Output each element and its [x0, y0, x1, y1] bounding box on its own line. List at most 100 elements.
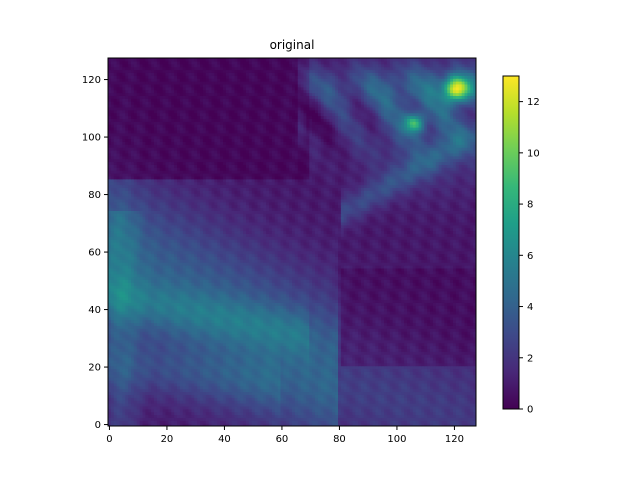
- heatmap-cell: [108, 342, 112, 347]
- heatmap-cell: [254, 325, 259, 329]
- heatmap-cell: [329, 414, 333, 418]
- heatmap-cell: [131, 345, 135, 349]
- heatmap-cell: [432, 417, 437, 421]
- heatmap-cell: [409, 423, 414, 426]
- heatmap-cell: [473, 391, 476, 395]
- heatmap-cell: [355, 385, 359, 390]
- heatmap-cell: [309, 382, 313, 387]
- heatmap-cell: [260, 359, 264, 364]
- heatmap-cell: [263, 408, 267, 413]
- heatmap-cell: [300, 382, 305, 387]
- heatmap-cell: [214, 368, 218, 372]
- heatmap-cell: [332, 405, 336, 410]
- heatmap-cell: [375, 423, 379, 426]
- heatmap-cell: [453, 414, 457, 418]
- heatmap-cell: [151, 336, 155, 341]
- heatmap-cell: [133, 377, 138, 381]
- heatmap-cell: [306, 397, 310, 401]
- heatmap-cell: [338, 405, 342, 410]
- heatmap-cell: [223, 408, 227, 413]
- heatmap-cell: [159, 374, 164, 378]
- heatmap-cell: [274, 354, 279, 358]
- heatmap-cell: [113, 397, 118, 401]
- heatmap-cell: [119, 359, 123, 364]
- heatmap-cell: [447, 403, 451, 407]
- heatmap-cell: [438, 359, 443, 364]
- heatmap-cell: [263, 397, 267, 401]
- heatmap-cell: [151, 400, 155, 404]
- heatmap-cell: [162, 405, 167, 410]
- heatmap-cell: [228, 377, 233, 381]
- heatmap-cell: [177, 354, 181, 358]
- heatmap-cell: [450, 380, 454, 384]
- heatmap-cell: [378, 385, 382, 390]
- heatmap-cell: [179, 403, 184, 407]
- heatmap-cell: [309, 325, 313, 329]
- heatmap-cell: [343, 408, 348, 413]
- heatmap-cell: [361, 400, 365, 404]
- heatmap-cell: [217, 385, 221, 390]
- heatmap-cell: [220, 382, 224, 387]
- heatmap-cell: [343, 400, 348, 404]
- heatmap-cell: [323, 345, 328, 349]
- heatmap-cell: [188, 411, 192, 416]
- heatmap-cell: [404, 382, 408, 387]
- heatmap-cell: [148, 339, 152, 344]
- heatmap-cell: [260, 408, 264, 413]
- heatmap-cell: [211, 365, 215, 370]
- heatmap-cell: [191, 397, 195, 401]
- heatmap-cell: [343, 368, 348, 372]
- heatmap-cell: [401, 368, 405, 372]
- heatmap-cell: [461, 368, 466, 372]
- heatmap-cell: [269, 345, 273, 349]
- heatmap-cell: [151, 342, 155, 347]
- heatmap-cell: [191, 405, 195, 410]
- heatmap-cell: [352, 423, 356, 426]
- heatmap-cell: [441, 331, 445, 335]
- heatmap-cell: [179, 345, 184, 349]
- heatmap-cell: [257, 368, 261, 372]
- heatmap-cell: [156, 371, 161, 375]
- heatmap-cell: [269, 414, 273, 418]
- heatmap-cell: [349, 400, 353, 404]
- heatmap-cell: [461, 377, 466, 381]
- heatmap-cell: [326, 339, 330, 344]
- heatmap-cell: [363, 414, 368, 418]
- heatmap-cell: [332, 374, 336, 378]
- heatmap-cell: [300, 328, 305, 332]
- heatmap-cell: [303, 408, 307, 413]
- heatmap-cell: [473, 336, 476, 341]
- heatmap-cell: [435, 359, 440, 364]
- heatmap-cell: [297, 374, 302, 378]
- heatmap-cell: [398, 411, 402, 416]
- heatmap-cell: [142, 331, 146, 335]
- heatmap-cell: [292, 331, 296, 335]
- heatmap-cell: [197, 420, 201, 424]
- heatmap-cell: [369, 411, 374, 416]
- heatmap-cell: [473, 414, 476, 418]
- heatmap-cell: [386, 385, 391, 390]
- heatmap-cell: [122, 388, 126, 393]
- heatmap-cell: [415, 345, 420, 349]
- heatmap-cell: [113, 371, 118, 375]
- heatmap-cell: [366, 411, 371, 416]
- heatmap-cell: [332, 423, 336, 426]
- heatmap-cell: [197, 408, 201, 413]
- heatmap-cell: [208, 403, 213, 407]
- heatmap-cell: [297, 397, 302, 401]
- heatmap-cell: [128, 403, 132, 407]
- heatmap-cell: [407, 325, 411, 329]
- heatmap-cell: [211, 357, 215, 361]
- heatmap-cell: [315, 411, 319, 416]
- heatmap-cell: [349, 417, 353, 421]
- heatmap-cell: [274, 397, 279, 401]
- heatmap-cell: [343, 345, 348, 349]
- heatmap-cell: [312, 362, 316, 367]
- heatmap-cell: [369, 334, 374, 338]
- heatmap-cell: [283, 331, 287, 335]
- heatmap-cell: [332, 391, 336, 395]
- heatmap-cell: [372, 357, 376, 361]
- heatmap-cell: [329, 403, 333, 407]
- heatmap-cell: [223, 371, 227, 375]
- heatmap-cell: [444, 417, 448, 421]
